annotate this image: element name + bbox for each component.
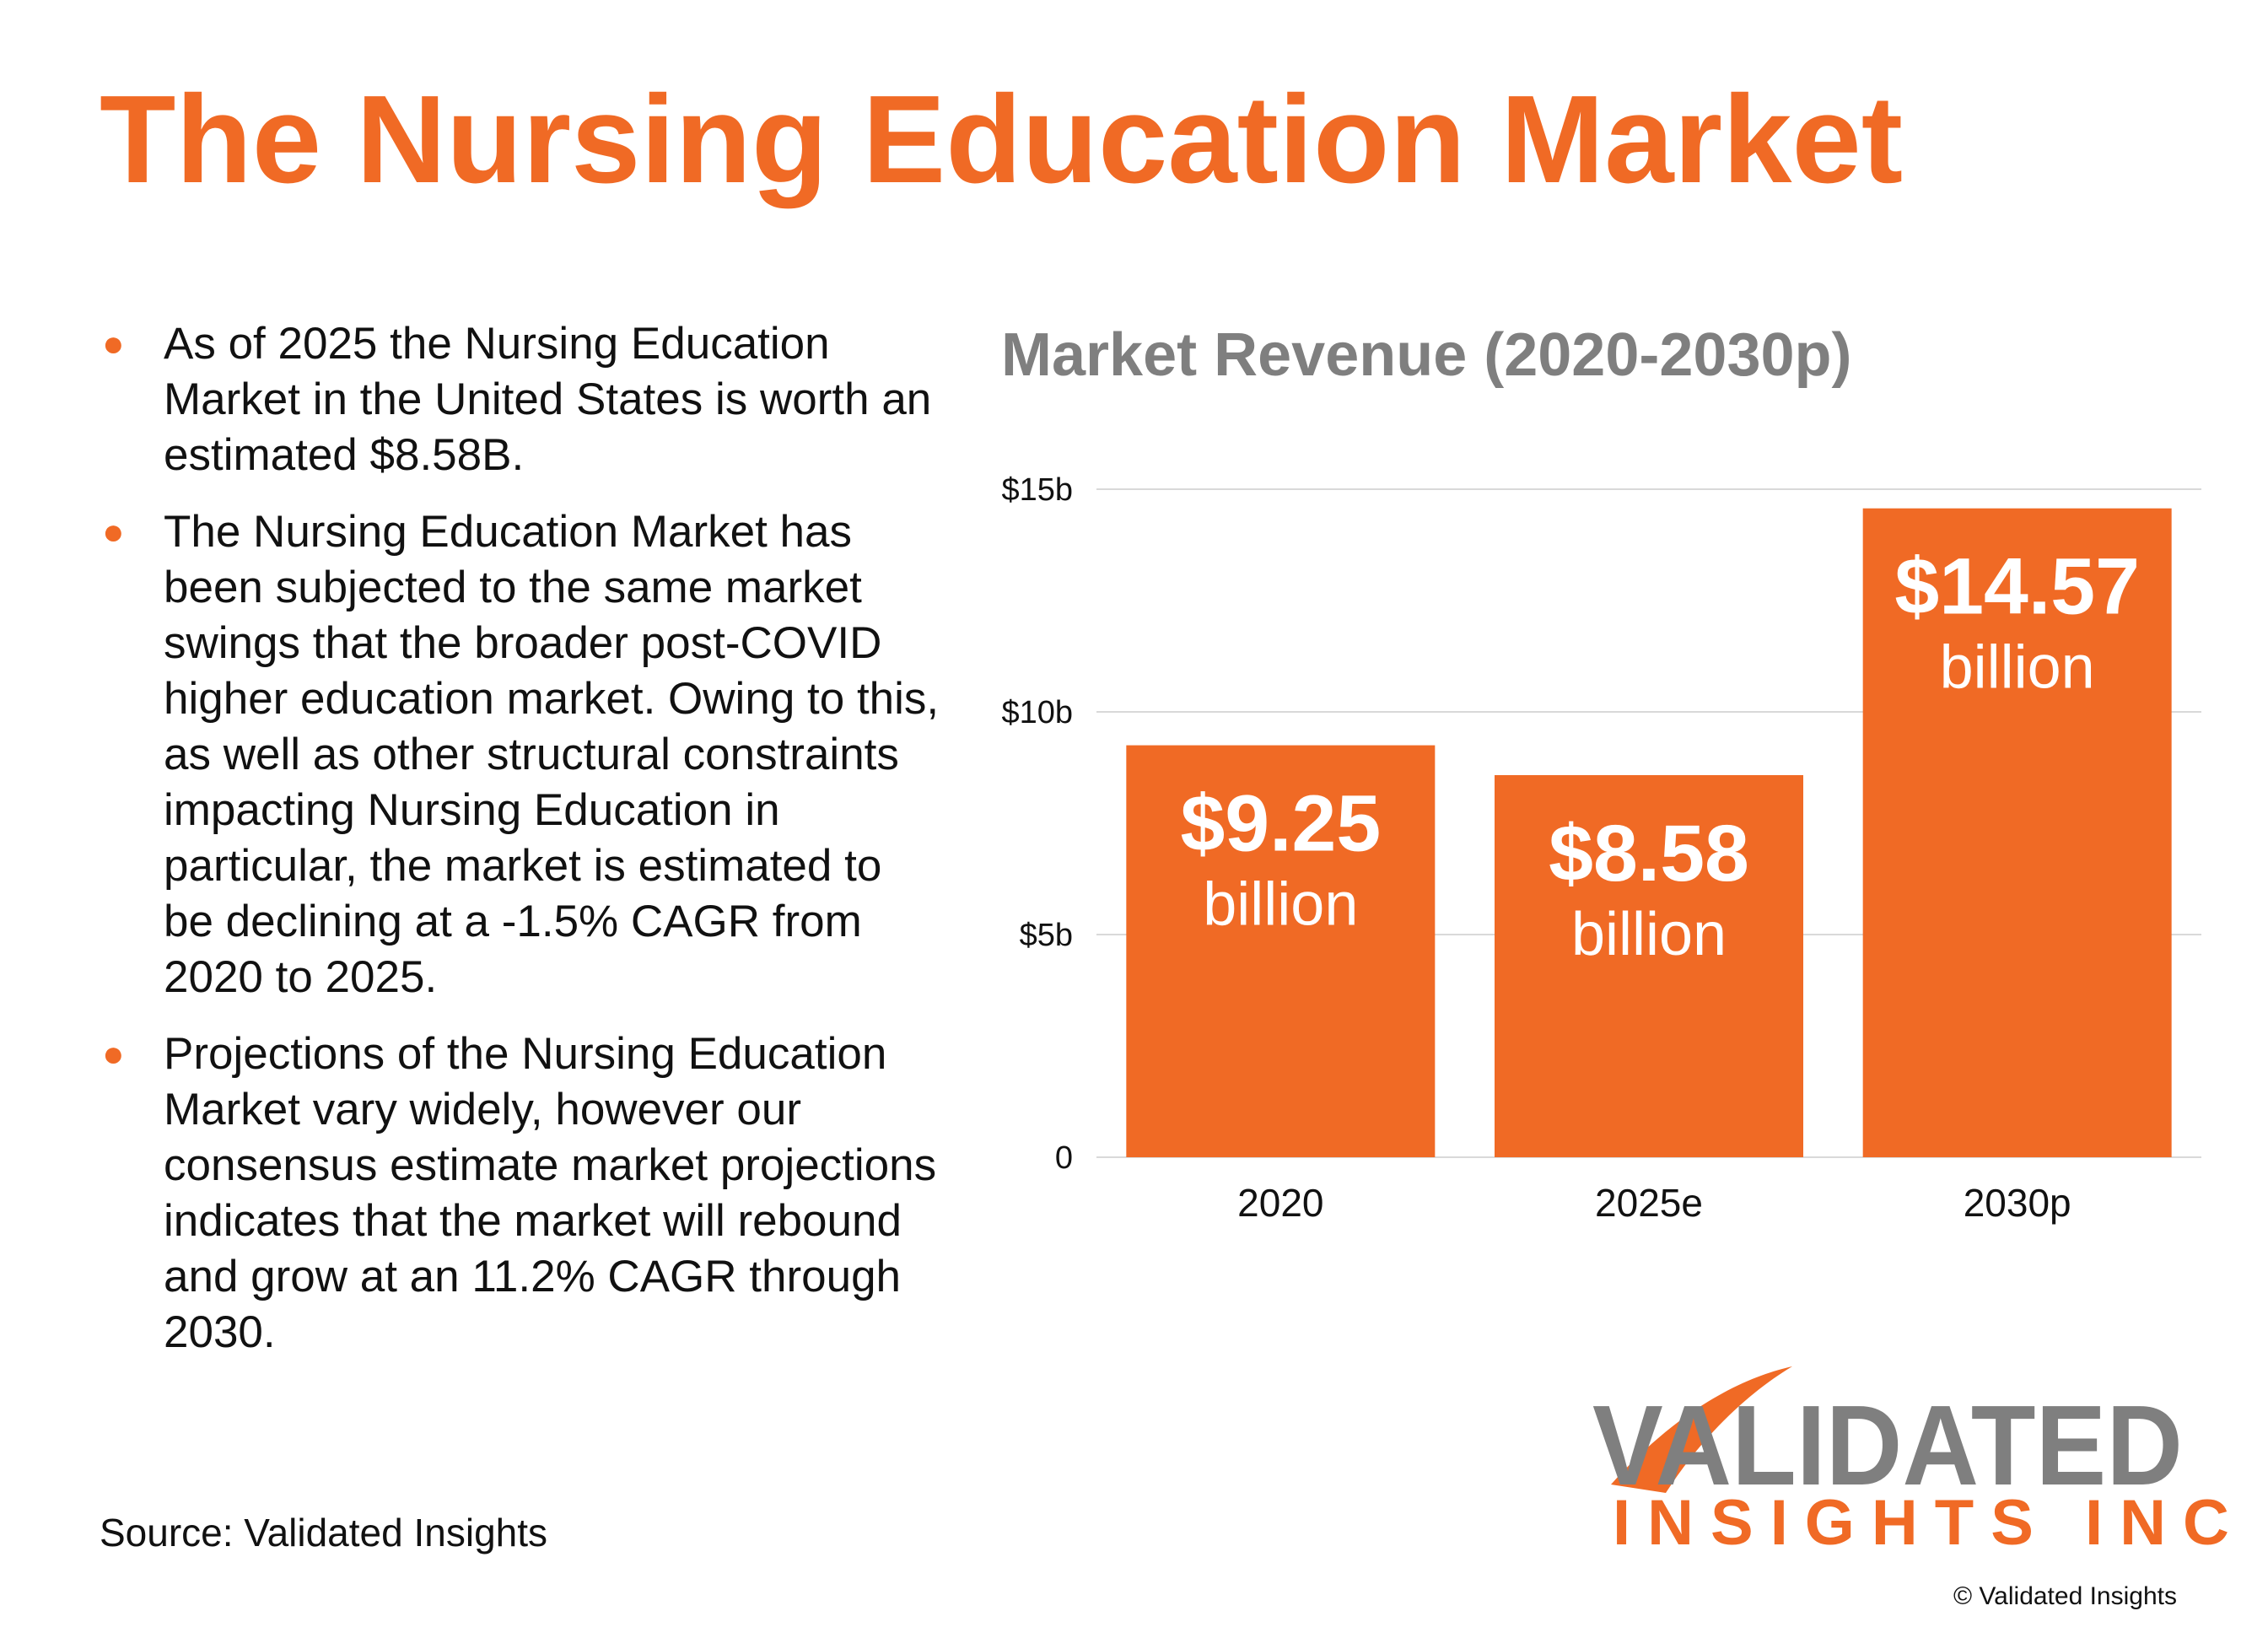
- copyright: © Validated Insights: [1953, 1582, 2177, 1610]
- bar-unit-label: billion: [1203, 871, 1358, 939]
- bullet-dot-icon: ●: [102, 1033, 125, 1075]
- x-tick-label: 2020: [1237, 1181, 1323, 1225]
- x-tick-label: 2030p: [1964, 1181, 2071, 1225]
- bar-chart: 0$5b$10b$15b$9.25billion2020$8.58billion…: [1001, 472, 2201, 1225]
- logo-main-text: VALIDATED: [1592, 1382, 2183, 1493]
- page-title: The Nursing Education Market: [100, 70, 1904, 209]
- bar: [1862, 508, 2172, 1157]
- bullet-list: ● As of 2025 the Nursing Education Marke…: [100, 316, 943, 1382]
- bar-value-label: $8.58: [1549, 809, 1749, 898]
- logo-sub-text: INSIGHTS INC: [1613, 1487, 2246, 1559]
- bullet-dot-icon: ●: [102, 511, 125, 552]
- bullet-dot-icon: ●: [102, 323, 125, 364]
- y-tick-label: $10b: [1001, 695, 1073, 730]
- chart-title: Market Revenue (2020-2030p): [1001, 321, 1852, 389]
- bar: [1495, 774, 1803, 1157]
- validated-insights-logo: VALIDATED: [1592, 1366, 2183, 1493]
- bar-value-label: $14.57: [1894, 542, 2140, 632]
- logo-swoosh-icon: [1611, 1366, 1792, 1493]
- y-tick-label: 0: [1055, 1140, 1073, 1176]
- bar: [1126, 745, 1436, 1157]
- bar-unit-label: billion: [1940, 634, 2095, 702]
- bullet-item: ● The Nursing Education Market has been …: [100, 504, 943, 1005]
- y-tick-label: $15b: [1001, 472, 1073, 508]
- bar-value-label: $9.25: [1180, 779, 1381, 869]
- bullet-text: Projections of the Nursing Education Mar…: [164, 1029, 937, 1357]
- bullet-text: As of 2025 the Nursing Education Market …: [164, 319, 932, 480]
- y-tick-label: $5b: [1020, 918, 1073, 953]
- x-tick-label: 2025e: [1595, 1181, 1703, 1225]
- bullet-text: The Nursing Education Market has been su…: [164, 507, 940, 1002]
- bullet-item: ● As of 2025 the Nursing Education Marke…: [100, 316, 943, 483]
- source-note: Source: Validated Insights: [100, 1511, 548, 1554]
- bullet-item: ● Projections of the Nursing Education M…: [100, 1026, 943, 1361]
- bar-unit-label: billion: [1571, 901, 1727, 968]
